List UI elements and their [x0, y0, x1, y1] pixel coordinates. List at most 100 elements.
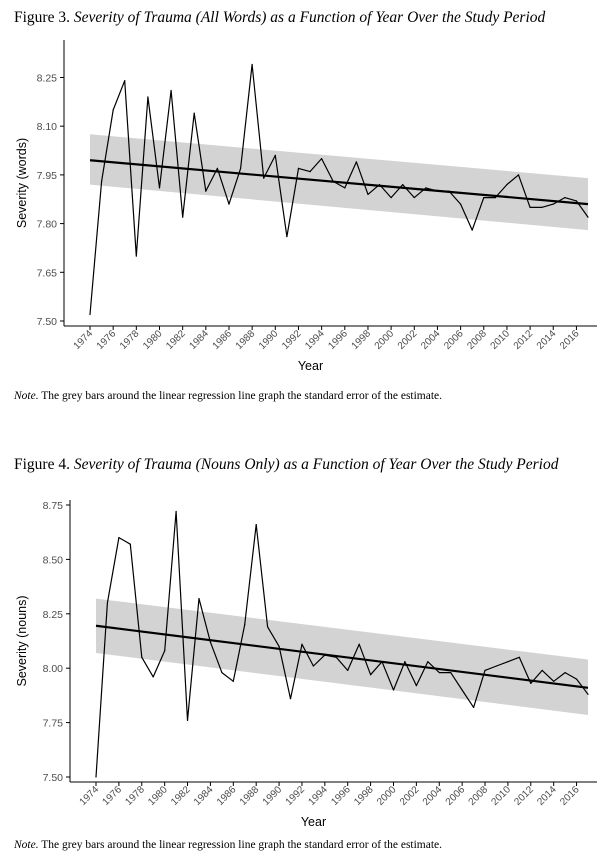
x-tick-label: 1996 [326, 328, 350, 352]
data-point [112, 109, 114, 111]
data-point [263, 177, 265, 179]
data-point [472, 706, 475, 708]
data-point [438, 671, 440, 674]
data-point [367, 193, 369, 195]
y-axis-label: Severity (words) [15, 138, 29, 228]
data-point [517, 174, 520, 176]
data-point [321, 158, 323, 160]
x-axis-label: Year [298, 359, 323, 373]
data-point [344, 187, 346, 189]
x-tick-label: 1994 [303, 328, 327, 352]
figure-4-chart: 7.50 7.75 8.00 8.25 8.50 8.75 1974 1976 1978 1980… [15, 500, 597, 829]
data-point [158, 187, 161, 189]
y-tick-label: 7.75 [43, 718, 64, 730]
series-line [95, 510, 589, 778]
data-point [95, 776, 97, 778]
data-point [193, 112, 195, 114]
data-point [255, 523, 257, 526]
x-tick-label: 1990 [261, 784, 285, 808]
data-point [575, 678, 578, 680]
x-tick-label: 2016 [558, 328, 582, 352]
x-tick-label: 1984 [187, 328, 211, 352]
data-point [164, 650, 166, 652]
data-point [147, 96, 149, 98]
data-point [355, 161, 357, 163]
y-tick-label: 7.50 [37, 316, 58, 328]
data-point [587, 693, 589, 695]
data-point [370, 674, 372, 676]
data-point [460, 203, 462, 205]
figure-4-note-text: The grey bars around the linear regressi… [41, 839, 443, 851]
x-tick-label: 1980 [141, 328, 165, 352]
data-point [404, 661, 406, 663]
x-tick-label: 1990 [257, 328, 281, 352]
data-point [100, 180, 103, 182]
data-point [392, 689, 395, 691]
x-tick-label: 2002 [398, 784, 422, 808]
x-tick-label: 2010 [489, 328, 513, 352]
y-tick-label: 8.75 [43, 500, 64, 512]
x-tick-label: 1986 [211, 328, 235, 352]
data-point [209, 641, 212, 643]
data-point [251, 63, 253, 66]
data-point [553, 680, 555, 682]
y-tick-label: 7.95 [37, 170, 58, 182]
y-tick-label: 7.65 [37, 267, 58, 279]
data-point [471, 229, 473, 231]
x-tick-label: 1988 [234, 328, 258, 352]
series-line [89, 63, 589, 315]
data-point [402, 184, 404, 186]
data-point [507, 661, 509, 663]
data-point [494, 197, 496, 199]
data-point [182, 216, 184, 218]
x-tick-label: 2016 [558, 784, 582, 808]
x-tick-label: 1998 [352, 784, 376, 808]
data-point [278, 645, 280, 648]
data-point [221, 671, 223, 674]
data-point [89, 313, 91, 316]
data-point [170, 89, 172, 92]
figure-4-title-text: Severity of Trauma (Nouns Only) as a Fun… [73, 456, 559, 473]
figure-4-note: Note. The grey bars around the linear re… [14, 839, 442, 851]
data-point [530, 682, 532, 685]
figure-4-label: Figure 4. [14, 456, 70, 473]
data-point [427, 661, 429, 663]
data-point [564, 197, 566, 199]
figure-4-title: Figure 4. Severity of Trauma (Nouns Only… [14, 456, 558, 474]
x-tick-label: 1974 [78, 784, 102, 808]
data-point [564, 671, 566, 674]
x-tick-label: 2002 [396, 328, 420, 352]
y-tick-label: 8.25 [37, 72, 58, 84]
x-tick-label: 1980 [146, 784, 170, 808]
data-point [495, 665, 498, 667]
data-point [239, 167, 242, 169]
x-tick-label: 1976 [100, 784, 124, 808]
data-point [450, 671, 452, 674]
data-point [575, 200, 578, 202]
data-point [175, 510, 177, 513]
x-tick-label: 2006 [442, 328, 466, 352]
x-tick-label: 1976 [95, 328, 119, 352]
regression-line [95, 624, 589, 689]
figure-3-chart: 7.50 7.65 7.80 7.95 8.10 8.25 1974 1976 1978 1980… [15, 40, 597, 373]
y-tick-label: 7.80 [37, 219, 58, 231]
x-tick-label: 1978 [118, 328, 142, 352]
x-tick-label: 2004 [419, 328, 443, 352]
data-point [267, 626, 269, 628]
x-tick-label: 2004 [421, 784, 445, 808]
x-tick-label: 1978 [123, 784, 147, 808]
data-point [205, 190, 207, 192]
x-tick-label: 2010 [490, 784, 514, 808]
x-tick-label: 2006 [444, 784, 468, 808]
x-tick-label: 2012 [512, 784, 536, 808]
x-tick-label: 1982 [164, 328, 188, 352]
x-tick-label: 1994 [306, 784, 330, 808]
x-tick-label: 1998 [350, 328, 374, 352]
data-point [541, 206, 543, 208]
x-tick-label: 1992 [280, 328, 304, 352]
data-point [129, 543, 131, 545]
data-point [106, 602, 109, 604]
data-point [228, 203, 230, 205]
x-tick-label: 2008 [467, 784, 491, 808]
y-tick-label: 8.00 [43, 663, 64, 675]
